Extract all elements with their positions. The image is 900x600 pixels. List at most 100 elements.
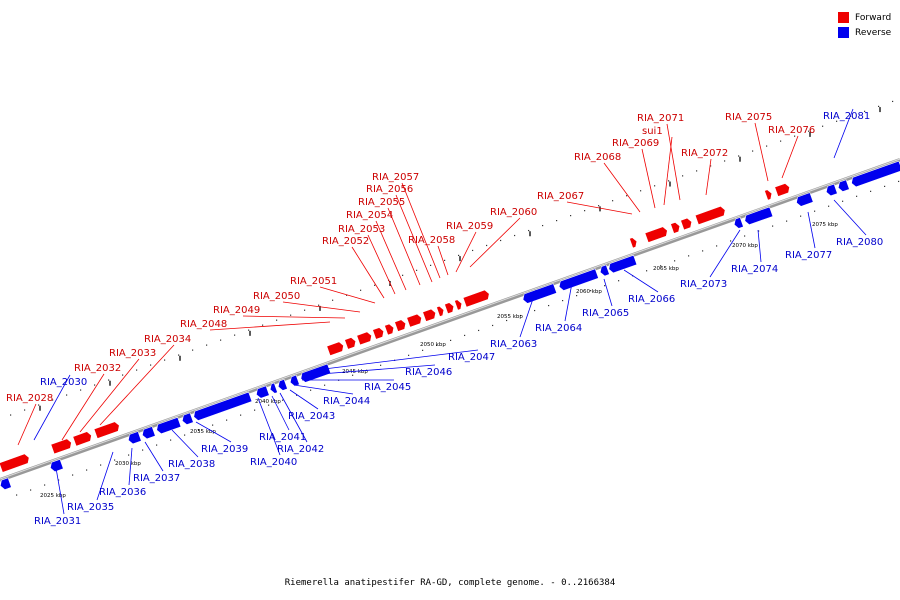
tick-dot — [702, 250, 704, 252]
tick-dot — [332, 299, 334, 301]
reverse-gene-block — [142, 426, 156, 440]
gene-arrow — [394, 319, 407, 332]
gene-label: RIA_2038 — [168, 459, 215, 470]
tick-dot — [548, 304, 550, 307]
forward-gene-block — [406, 313, 422, 328]
label-leader — [61, 373, 105, 441]
gene-arrow — [444, 302, 455, 315]
gene-label: RIA_2036 — [99, 487, 146, 498]
gene-arrow — [454, 299, 463, 311]
tick-dot — [290, 314, 292, 316]
tick-dot — [710, 165, 712, 167]
forward-gene-block — [344, 337, 357, 350]
tick-dot — [590, 290, 592, 292]
reverse-gene-block — [269, 382, 278, 394]
ruler-label: 2035 kbp — [190, 429, 216, 435]
gene-arrow — [50, 458, 64, 473]
forward-gene-block — [356, 331, 372, 346]
tick-dot — [10, 414, 12, 416]
tick-dot — [310, 389, 312, 391]
label-leader — [257, 397, 281, 456]
gene-label: RIA_2050 — [253, 291, 300, 302]
gene-label: RIA_2066 — [628, 294, 675, 305]
tick-dot — [528, 229, 530, 232]
reverse-gene-block — [608, 254, 638, 274]
tick-dot — [626, 195, 628, 197]
tick-dot — [360, 289, 362, 291]
gene-arrow — [436, 305, 445, 317]
label-leader — [282, 301, 361, 313]
gene-label: RIA_2080 — [836, 237, 883, 248]
reverse-swatch — [838, 27, 849, 38]
reverse-gene-block — [193, 391, 253, 421]
label-leader — [209, 321, 331, 331]
label-leader — [387, 207, 421, 286]
tick-dot — [562, 300, 564, 302]
tick-dot — [100, 464, 102, 466]
tick-dot — [576, 295, 578, 297]
gene-label: RIA_2075 — [725, 112, 772, 123]
label-leader — [623, 269, 659, 293]
tick-dot — [864, 110, 866, 112]
tick-dot — [408, 354, 410, 356]
gene-arrow — [269, 382, 278, 394]
label-leader — [437, 245, 449, 276]
gene-label: RIA_2054 — [346, 210, 393, 221]
label-leader — [128, 447, 133, 486]
tick-dot — [814, 210, 816, 212]
label-leader — [395, 194, 433, 283]
gene-arrow — [326, 341, 344, 356]
tick-dot — [318, 304, 320, 306]
gene-label: RIA_2035 — [67, 502, 114, 513]
gene-label: RIA_2051 — [290, 276, 337, 287]
tick-dot — [402, 274, 404, 276]
tick-dot — [850, 115, 852, 117]
tick-dot — [184, 434, 186, 436]
reverse-gene-block — [599, 264, 610, 277]
tick-dot — [542, 224, 544, 227]
tick-dot — [870, 190, 872, 192]
legend-reverse-label: Reverse — [855, 27, 892, 38]
label-leader — [469, 217, 521, 268]
gene-label: RIA_2028 — [6, 393, 53, 404]
gene-labels: RIA_2028 RIA_2032 RIA_2033 RIA_2034 RIA_2048… — [6, 111, 883, 527]
tick-dot — [660, 265, 662, 267]
label-leader — [315, 349, 479, 371]
tick-dot — [380, 364, 382, 366]
tick-dot — [66, 394, 68, 396]
reverse-gene-block — [837, 179, 850, 192]
tick-dot — [226, 419, 228, 421]
tick-dot — [772, 225, 774, 227]
label-leader — [33, 374, 71, 441]
label-leader — [55, 467, 65, 515]
tick-dot — [276, 319, 278, 321]
label-leader — [566, 201, 633, 215]
gene-label: RIA_2069 — [612, 138, 659, 149]
map-caption: Riemerella anatipestifer RA-GD, complete… — [284, 578, 616, 588]
tick-dot — [478, 329, 480, 332]
forward-gene-block — [444, 302, 455, 315]
forward-gene-block — [326, 341, 344, 356]
label-leader — [455, 231, 477, 273]
label-leader — [293, 384, 354, 395]
gene-label: RIA_2058 — [408, 235, 455, 246]
label-leader — [144, 441, 164, 472]
gene-arrow — [0, 477, 12, 490]
tick-dot — [416, 269, 418, 271]
tick-dot — [618, 280, 620, 282]
tick-dot — [472, 249, 474, 252]
tick-dot — [892, 100, 894, 103]
gene-label: RIA_2077 — [785, 250, 832, 261]
tick-dot — [86, 469, 88, 471]
tick-dot — [198, 429, 200, 431]
tick-dot — [520, 314, 522, 317]
gene-label: RIA_2040 — [250, 457, 297, 468]
label-leader — [641, 148, 656, 209]
tick-dot — [374, 284, 376, 286]
tick-dot — [58, 479, 60, 481]
gene-arrow — [694, 205, 726, 226]
tick-dot — [884, 185, 886, 187]
gene-arrow — [0, 453, 30, 473]
tick-dot — [296, 394, 298, 396]
label-leader — [705, 158, 712, 196]
